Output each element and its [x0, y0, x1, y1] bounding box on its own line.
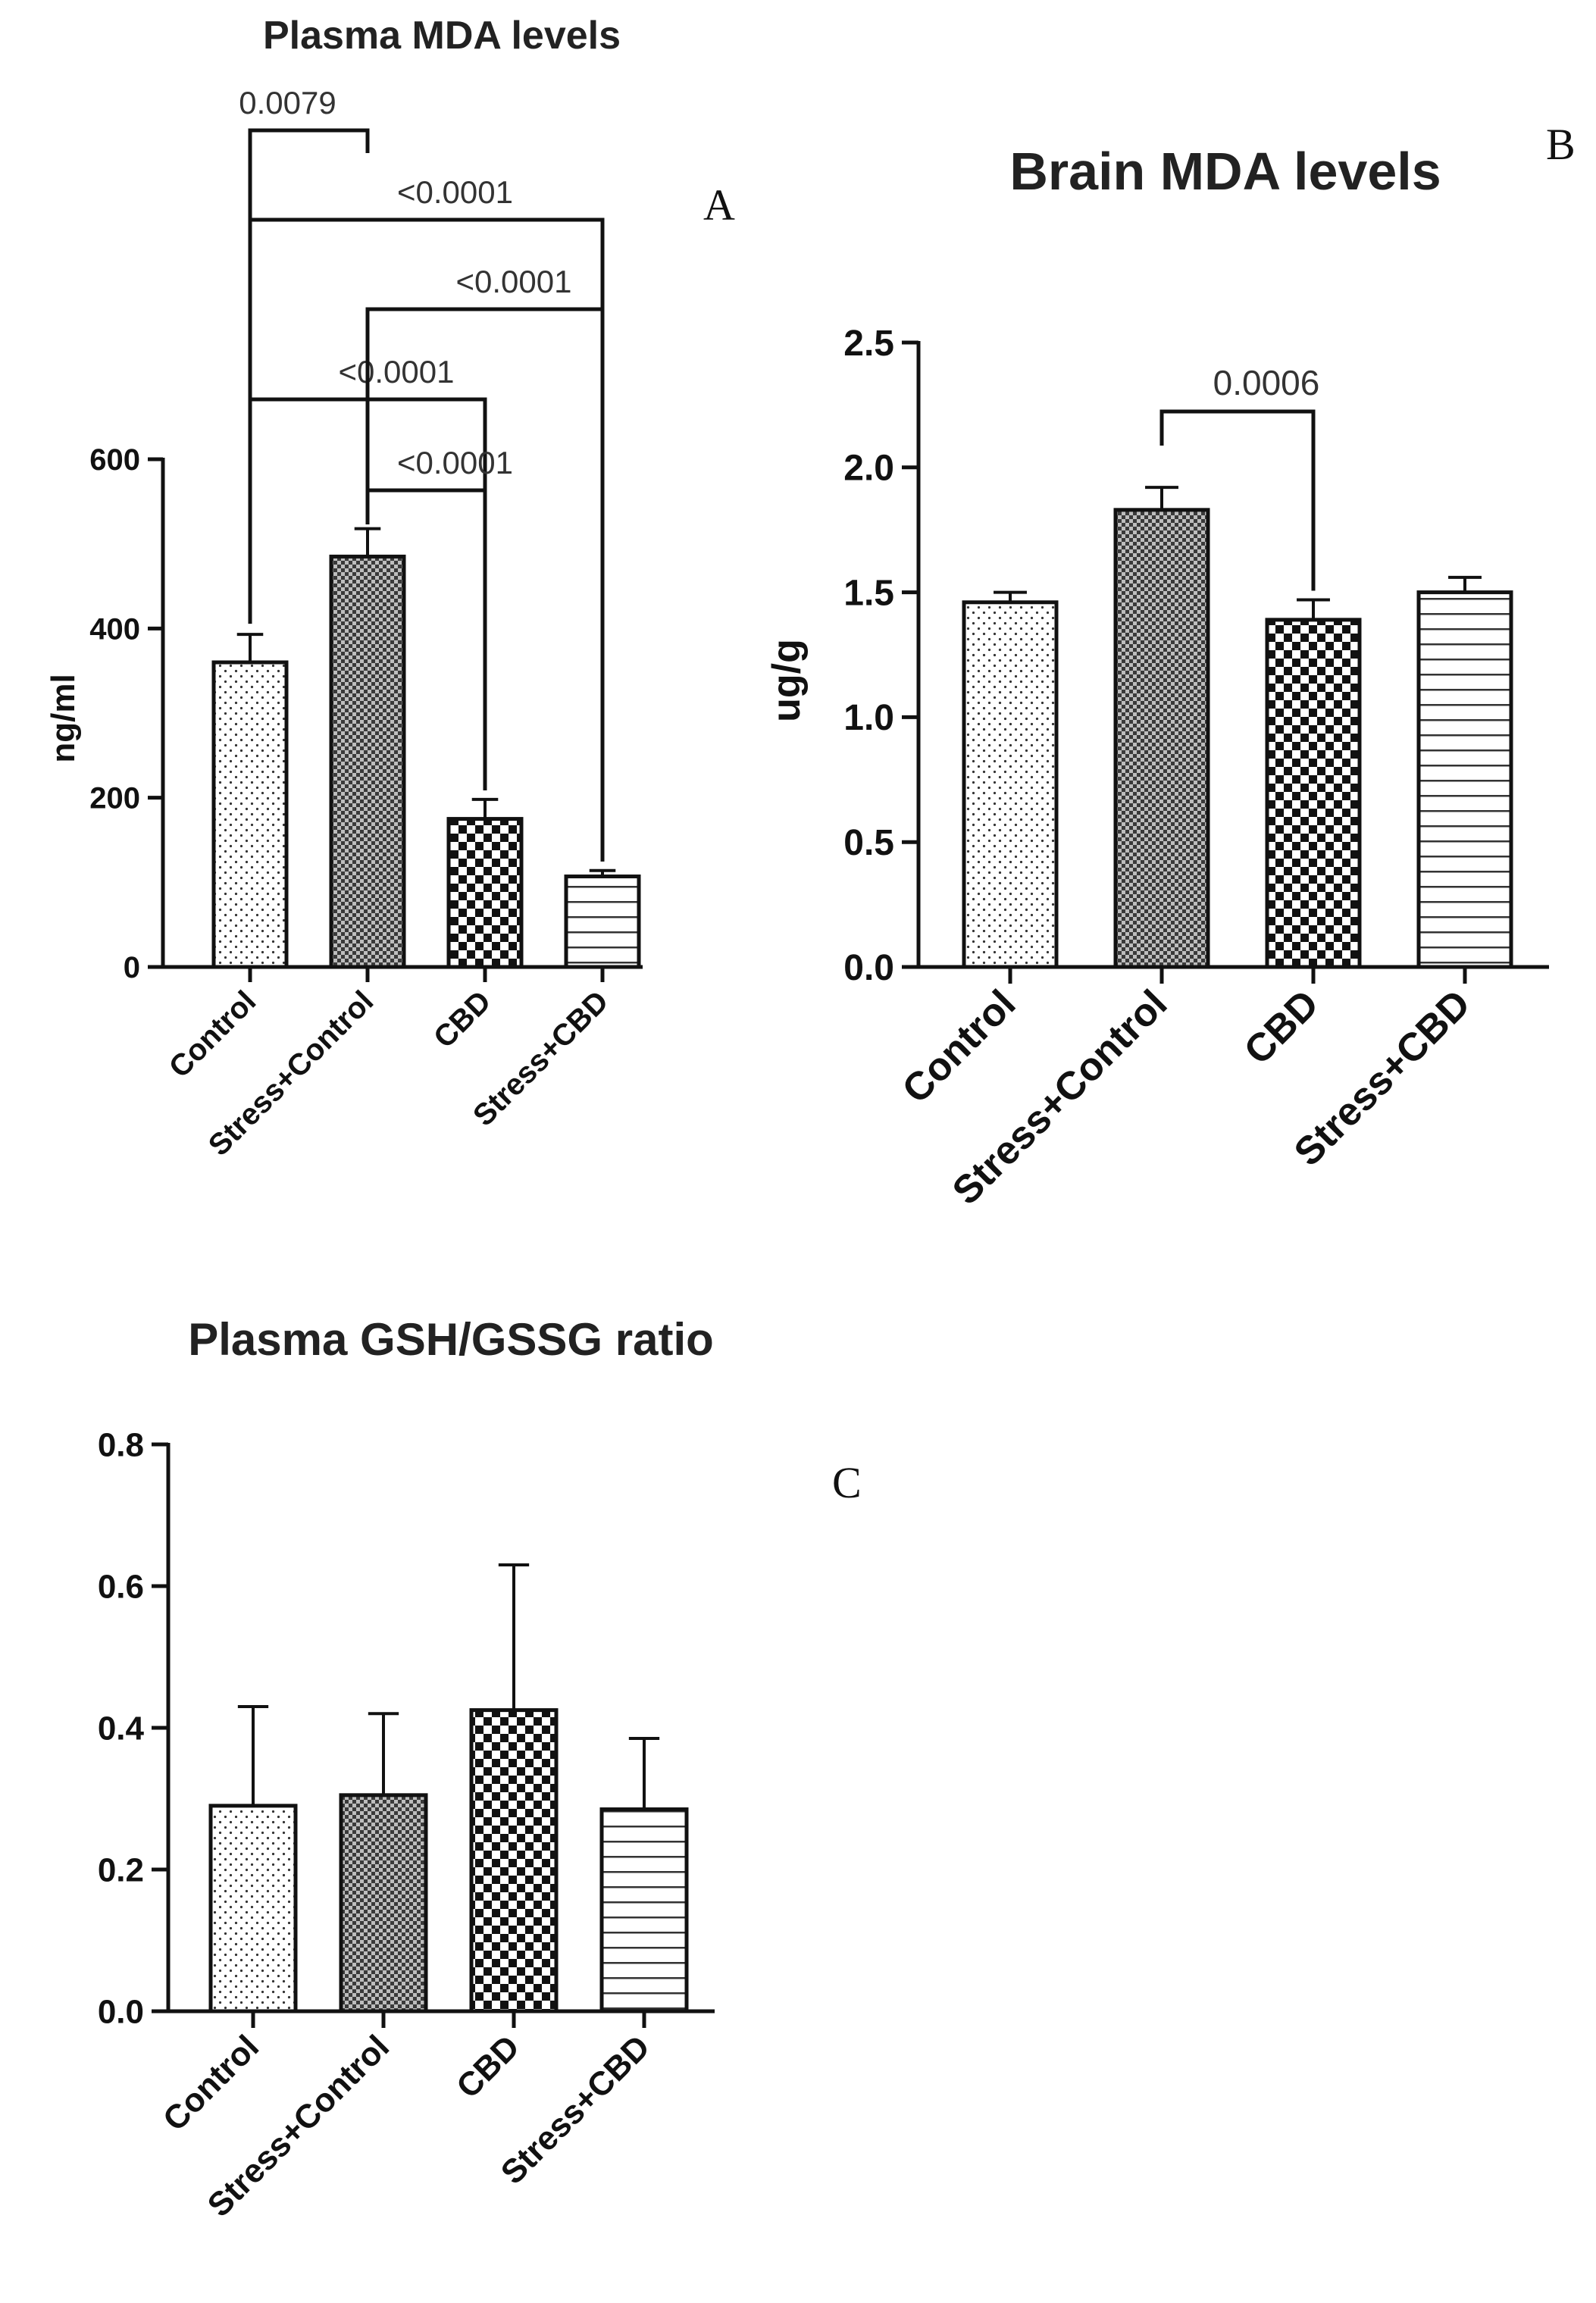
y-tick-label: 0.5	[843, 823, 894, 863]
chart-title: Plasma GSH/GSSG ratio	[188, 1314, 714, 1365]
y-tick-label: 0.4	[98, 1710, 145, 1747]
significance-bracket	[1159, 409, 1316, 591]
chart-title: Plasma MDA levels	[263, 14, 621, 58]
y-tick-label: 0.0	[98, 1993, 144, 2030]
bar	[208, 1804, 298, 2014]
bar	[446, 817, 524, 969]
p-value-label: <0.0001	[456, 264, 572, 299]
y-tick-label: 200	[89, 782, 140, 815]
y-tick-label: 2.0	[843, 449, 894, 489]
bar	[1416, 590, 1513, 969]
category-label: Control	[163, 984, 263, 1084]
panel-label: A	[703, 180, 735, 230]
significance-bracket	[248, 217, 605, 862]
bar	[962, 600, 1059, 969]
y-tick-label: 1.0	[843, 698, 894, 738]
bar	[469, 1708, 559, 2014]
p-value-label: <0.0001	[339, 354, 455, 390]
y-tick-label: 2.5	[843, 324, 894, 364]
y-tick-label: 0.2	[98, 1851, 144, 1888]
bar	[329, 554, 406, 969]
y-tick-label: 0.6	[98, 1568, 144, 1605]
bar	[564, 875, 641, 969]
bar	[599, 1807, 689, 2014]
y-tick-label: 1.5	[843, 573, 894, 613]
panel-label: C	[832, 1458, 862, 1507]
y-tick-label: 600	[89, 443, 140, 477]
chart-title: Brain MDA levels	[1009, 142, 1441, 201]
category-label: CBD	[427, 984, 497, 1054]
y-axis-label: ug/g	[765, 639, 809, 722]
bar	[339, 1793, 428, 2014]
brain-mda-chart: Brain MDA levels B ug/g 0.0 0.5 1.0 1.5 2.0 2…	[765, 120, 1576, 1213]
bar	[1265, 618, 1362, 969]
p-value-label: <0.0001	[397, 174, 513, 210]
gsh-gssg-chart: Plasma GSH/GSSG ratio C 0.0 0.2 0.4 0.6 0.8 C…	[98, 1314, 862, 2224]
y-tick-label: 0.0	[843, 948, 894, 988]
y-axis-label: ng/ml	[45, 674, 82, 762]
plasma-mda-chart: Plasma MDA levels A ng/ml 0 200 400 600 Cont…	[45, 14, 735, 1162]
p-value-label: <0.0001	[397, 445, 513, 480]
category-label: Control	[156, 2028, 266, 2138]
category-label: CBD	[1236, 981, 1328, 1073]
category-label: Control	[894, 981, 1025, 1112]
y-tick-label: 0.8	[98, 1426, 144, 1463]
significance-bracket	[248, 128, 370, 172]
y-tick-label: 0	[124, 951, 140, 984]
bar	[211, 660, 289, 969]
y-tick-label: 400	[89, 612, 140, 646]
category-label: CBD	[449, 2028, 527, 2105]
p-value-label: 0.0006	[1213, 363, 1320, 402]
panel-label: B	[1546, 120, 1576, 169]
p-value-label: 0.0079	[239, 85, 336, 120]
bar	[1113, 508, 1210, 969]
